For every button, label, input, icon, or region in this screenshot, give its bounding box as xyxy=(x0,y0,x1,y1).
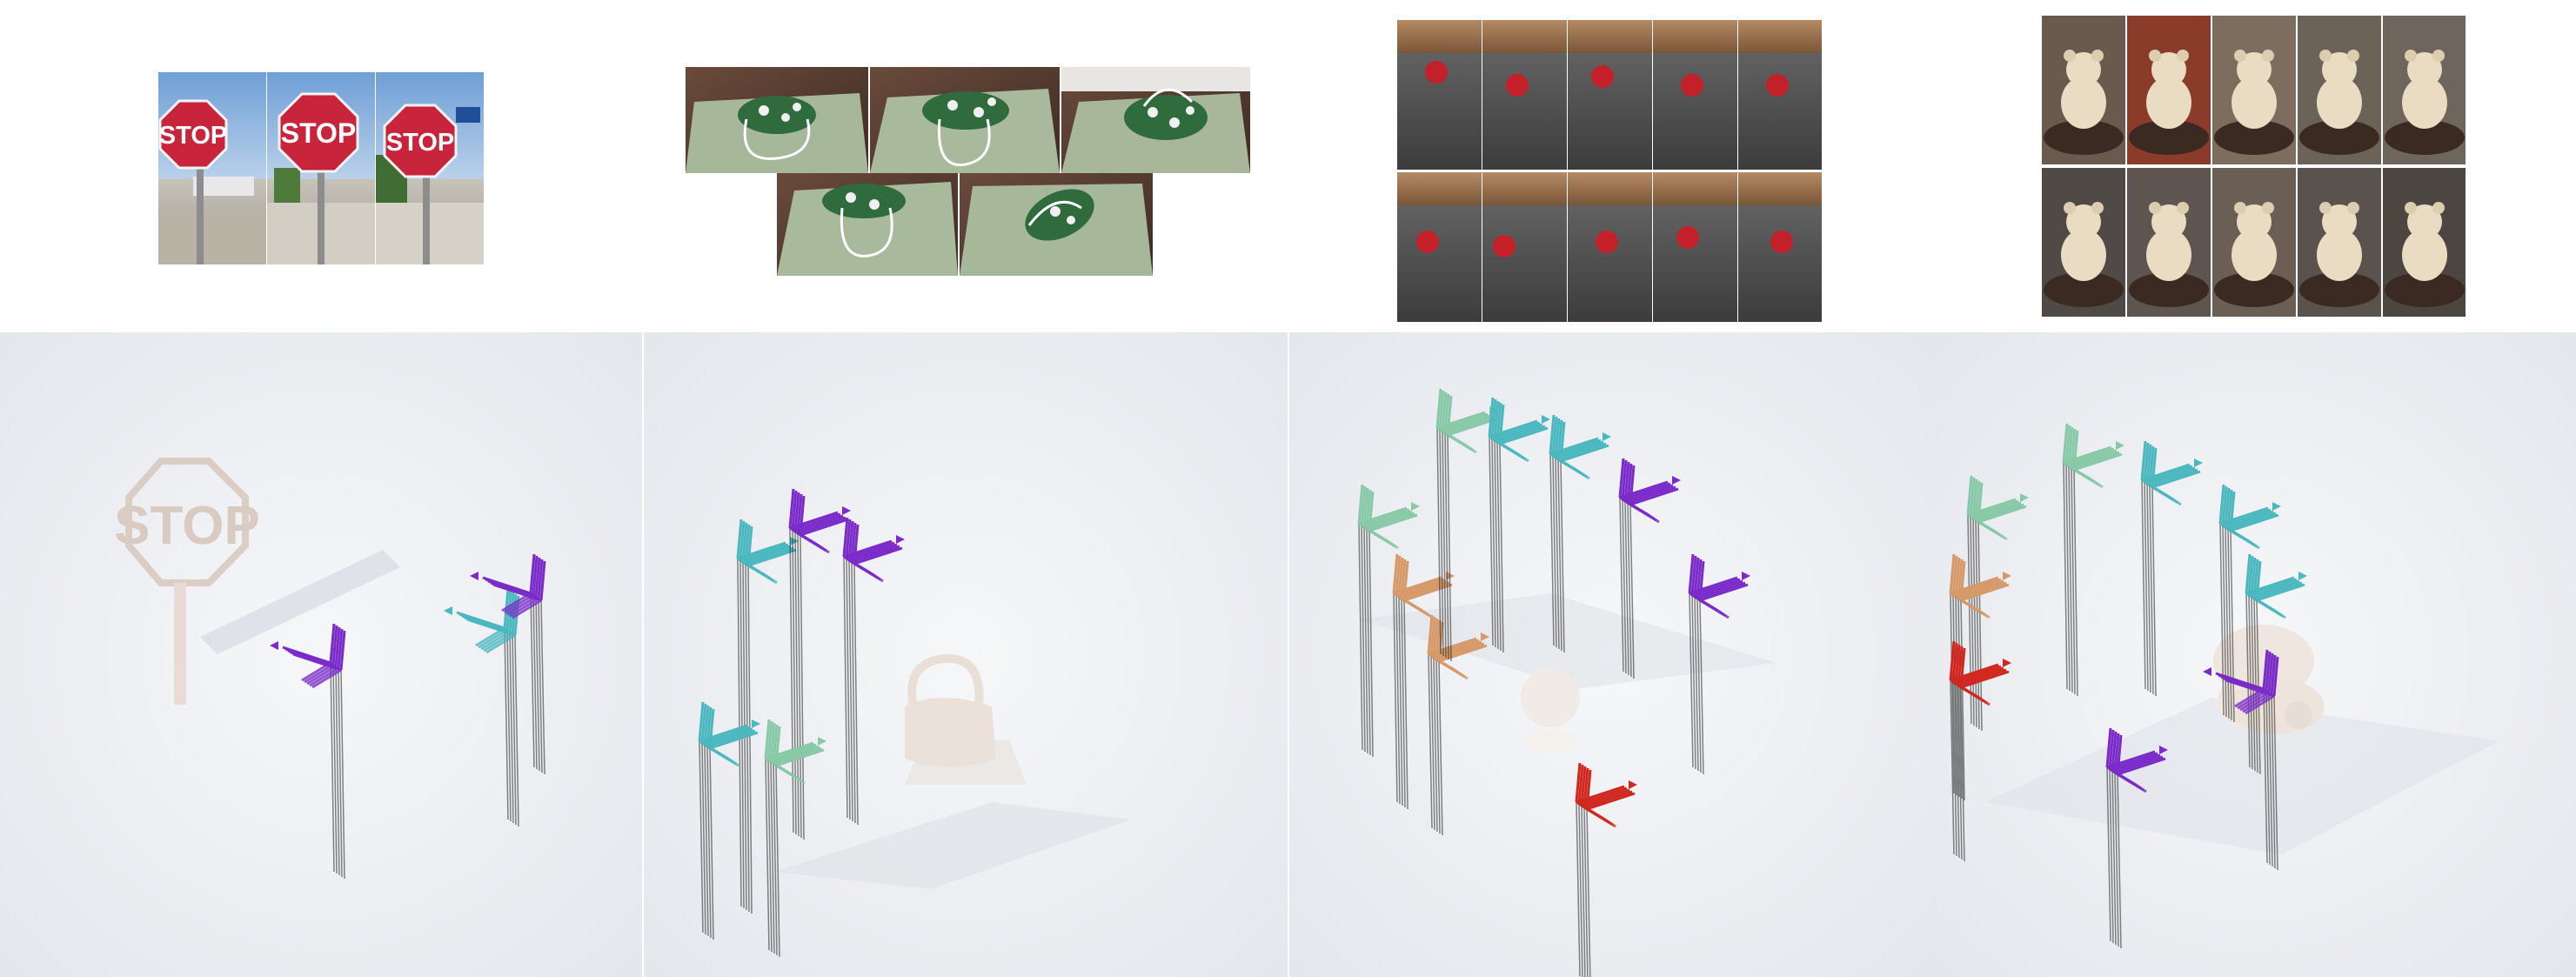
handbag-reconstruction-panel xyxy=(644,332,1288,977)
stop-sign-text: STOP xyxy=(386,129,454,157)
handbag-reconstruction xyxy=(905,653,1027,785)
stop-photo-2: STOP xyxy=(267,72,375,264)
teddy-reconstruction-panel xyxy=(1933,332,2576,977)
stop-reconstruction-text: STOP xyxy=(114,496,260,556)
stop-photo-3: STOP xyxy=(376,72,484,264)
camera-pose xyxy=(1949,553,2011,801)
camera-pose xyxy=(2203,649,2279,871)
camera-pose xyxy=(270,623,346,880)
apple-reconstruction-panel xyxy=(1289,332,1933,977)
camera-pose xyxy=(1966,475,2029,732)
teddy-photo xyxy=(2212,168,2296,317)
camera-pose xyxy=(1949,640,2011,862)
apple-photo xyxy=(1482,172,1567,322)
camera-pose xyxy=(764,719,826,958)
teddy-photo xyxy=(2383,16,2466,164)
apple-photo xyxy=(1482,20,1567,170)
camera-pose xyxy=(1549,414,1611,653)
teddy-photo xyxy=(2298,168,2381,317)
camera-pose xyxy=(1575,762,1637,977)
apple-input-views xyxy=(1397,20,1823,322)
camera-pose xyxy=(2218,484,2281,723)
camera-pose xyxy=(1488,397,1550,653)
stop-sign-reconstruction: STOP xyxy=(114,458,260,705)
teddy-photo xyxy=(2212,16,2296,164)
handbag-input-views xyxy=(686,67,1250,276)
camera-pose xyxy=(1427,614,1489,836)
teddy-input-views xyxy=(2042,16,2466,317)
teddy-photo xyxy=(2127,16,2211,164)
camera-pose xyxy=(2062,423,2124,697)
apple-photo xyxy=(1397,172,1482,322)
stop-sign-reconstruction-panel: STOP xyxy=(0,332,642,977)
teddy-photo xyxy=(2042,16,2125,164)
camera-pose-cluster xyxy=(1357,388,1750,977)
handbag-photo-5 xyxy=(960,173,1153,276)
camera-pose xyxy=(842,517,905,826)
camera-pose xyxy=(2105,727,2168,949)
stop-sign-input-views: STOP STOP STOP xyxy=(158,72,484,264)
apple-photo xyxy=(1568,172,1652,322)
camera-pose xyxy=(1688,553,1750,775)
apple-photo xyxy=(1397,20,1482,170)
camera-pose xyxy=(788,488,851,840)
camera-pose xyxy=(1618,458,1681,679)
handbag-photo-2 xyxy=(870,67,1060,173)
camera-pose xyxy=(2245,553,2307,775)
teddy-photo xyxy=(2383,168,2466,317)
apple-photo xyxy=(1568,20,1652,170)
camera-pose xyxy=(470,553,546,775)
teddy-photo xyxy=(2127,168,2211,317)
stop-sign-text: STOP xyxy=(159,122,227,150)
input-views-strip: STOP STOP STOP xyxy=(0,0,2576,329)
teddy-photo xyxy=(2298,16,2381,164)
teddy-photo xyxy=(2042,168,2125,317)
apple-reconstruction xyxy=(1521,668,1580,753)
apple-photo xyxy=(1738,172,1823,322)
apple-photos-grid xyxy=(1397,20,1823,322)
camera-pose xyxy=(1357,484,1420,758)
apple-photo xyxy=(1738,20,1823,170)
camera-pose-cluster xyxy=(1949,423,2307,949)
teddy-photos-grid xyxy=(2042,16,2466,317)
apple-photo xyxy=(1653,20,1737,170)
apple-photo xyxy=(1653,172,1737,322)
stop-photo-1: STOP xyxy=(158,72,266,264)
camera-pose-cluster xyxy=(698,488,905,958)
handbag-photo-4 xyxy=(777,173,958,276)
handbag-photo-1 xyxy=(686,67,868,173)
stop-sign-text: STOP xyxy=(281,117,357,149)
handbag-photo-3 xyxy=(1061,67,1250,173)
camera-pose-cluster xyxy=(270,553,546,880)
camera-pose xyxy=(1392,553,1455,810)
camera-pose xyxy=(2140,440,2203,697)
camera-pose xyxy=(698,701,760,940)
